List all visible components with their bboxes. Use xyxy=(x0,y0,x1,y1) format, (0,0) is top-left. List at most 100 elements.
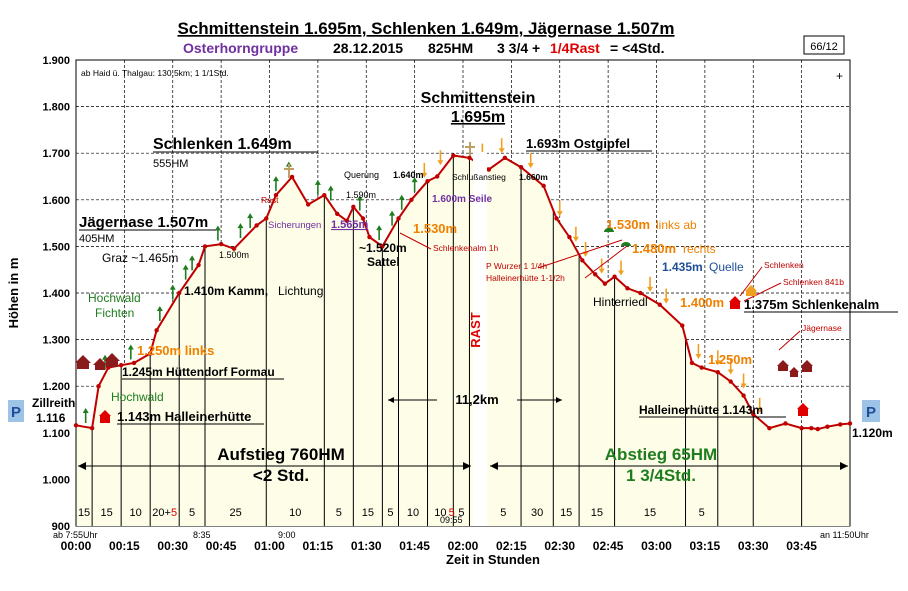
profile-point xyxy=(728,379,733,384)
sattel-label: Sattel xyxy=(367,255,400,269)
segment-label: 5 xyxy=(189,507,195,519)
quelle-label: Quelle xyxy=(709,260,744,274)
junction-icon xyxy=(621,242,631,246)
arrow-up-head-icon xyxy=(398,194,405,200)
segment-label: 5 xyxy=(699,507,705,519)
rast-band xyxy=(473,152,487,526)
profile-point xyxy=(567,234,572,240)
parking-start-box xyxy=(8,400,24,422)
schluss-label: Schlußanstieg xyxy=(452,172,506,182)
segment-label: 30 xyxy=(531,507,543,519)
rechts-label: rechts xyxy=(683,242,716,256)
clock-955: 09:55 xyxy=(440,515,463,525)
axes: 1.900 1.800 1.700 1.600 1.500 1.400 1.300 1.200… xyxy=(42,55,817,553)
leader-jaegernase xyxy=(778,330,801,351)
summit-cross-icon xyxy=(465,142,475,156)
profile-point xyxy=(322,192,327,198)
profile-point xyxy=(196,262,201,268)
leader-schlenkenalm xyxy=(399,232,432,250)
leader-schlenken xyxy=(739,266,763,297)
profile-point xyxy=(680,323,685,328)
y-tick-label: 900 xyxy=(52,521,70,533)
arrow-down-head-icon xyxy=(647,286,654,292)
arrow-down-head-icon xyxy=(498,148,505,154)
x-tick-label: 01:00 xyxy=(254,539,285,553)
y-tick-label: 1.300 xyxy=(42,335,70,347)
x-tick-label: 00:30 xyxy=(157,539,188,553)
y-tick-label: 1.100 xyxy=(42,428,70,440)
arrow-down-head-icon xyxy=(437,160,444,166)
arrow-down-head-icon xyxy=(740,383,747,389)
profile-point xyxy=(154,328,159,333)
zillreith-label: Zillreith xyxy=(32,396,75,410)
clock-start: ab 7:55Uhr xyxy=(53,530,98,540)
profile-point xyxy=(73,423,79,428)
y-axis-title: Höhen in m xyxy=(6,258,21,329)
arrow-up-head-icon xyxy=(237,223,244,229)
profile-point xyxy=(335,211,340,216)
querung-elev: 1.640m xyxy=(393,170,424,180)
arrow-up-head-icon xyxy=(214,225,221,231)
segment-label: 15 xyxy=(644,507,656,519)
profile-point xyxy=(847,421,853,426)
profile-point xyxy=(367,234,372,240)
querung-label: Querung xyxy=(344,170,379,180)
profile-point xyxy=(467,155,472,161)
x-tick-label: 02:00 xyxy=(448,539,479,553)
x-tick-label: 00:45 xyxy=(206,539,237,553)
h1250-descent: 1.250m xyxy=(708,352,752,367)
segment-label: 10 xyxy=(289,507,301,519)
h1590-label: 1.590m xyxy=(346,190,376,200)
kamm-label: 1.410m Kamm, xyxy=(184,284,268,298)
arrow-up-head-icon xyxy=(272,176,279,182)
distance-label: 11,2km xyxy=(455,392,498,407)
segment-label: 10 xyxy=(407,507,419,519)
profile-point xyxy=(147,351,153,356)
jaegernase-hm: 405HM xyxy=(79,233,114,245)
seile-label: 1.600m Seile xyxy=(432,194,492,205)
profile-point xyxy=(380,244,385,249)
profile-point xyxy=(554,216,559,221)
arrow-down-head-icon xyxy=(727,369,734,375)
arrow-down-head-icon xyxy=(527,163,534,169)
hut-icon xyxy=(801,360,813,372)
h1530-sattel: 1.530m xyxy=(413,221,457,236)
subtitle-rast: 1/4Rast xyxy=(550,40,600,56)
huts xyxy=(75,285,813,423)
x-tick-label: 03:45 xyxy=(786,539,817,553)
h1500-label: 1.500m xyxy=(219,250,249,260)
graz-label: Graz ~1.465m xyxy=(102,251,178,265)
profile-point xyxy=(502,155,508,161)
hut-icon xyxy=(729,296,741,309)
segment-label: 15 xyxy=(591,507,603,519)
descent-time: 1 3/4Std. xyxy=(626,466,696,485)
x-tick-label: 03:00 xyxy=(641,539,672,553)
profile-point xyxy=(96,384,101,389)
profile-point xyxy=(289,174,295,180)
fichten-label: Fichten xyxy=(95,306,134,320)
arrow-up-head-icon xyxy=(376,225,383,231)
clock-835: 8:35 xyxy=(193,530,211,540)
schlenkenalm-label: 1.375m Schlenkenalm xyxy=(744,297,879,312)
profile-points xyxy=(73,138,853,432)
profile-point xyxy=(689,360,695,366)
leader-schlenken-841 xyxy=(743,282,782,302)
profile-point xyxy=(838,422,843,427)
profile-point xyxy=(254,223,259,228)
profile-point xyxy=(409,197,414,202)
x-tick-label: 00:00 xyxy=(61,539,92,553)
leader-pwurzer-2 xyxy=(584,245,628,279)
segment-label: 5 xyxy=(387,507,393,519)
start-info: ab Haid ü. Thalgau: 130,5km; 1 1/1Std. xyxy=(81,68,229,78)
y-tick-label: 1.000 xyxy=(42,474,70,486)
descent-label: Abstieg 65HM xyxy=(605,445,717,464)
x-axis-title: Zeit in Stunden xyxy=(446,552,540,567)
arrow-up-head-icon xyxy=(189,255,196,261)
profile-point xyxy=(638,290,643,296)
schlenken-841: Schlenken 841b xyxy=(783,277,844,287)
parking-end-box xyxy=(862,400,880,422)
x-tick-label: 03:30 xyxy=(738,539,769,553)
arrow-up-head-icon xyxy=(182,264,189,270)
profile-point xyxy=(202,244,208,249)
